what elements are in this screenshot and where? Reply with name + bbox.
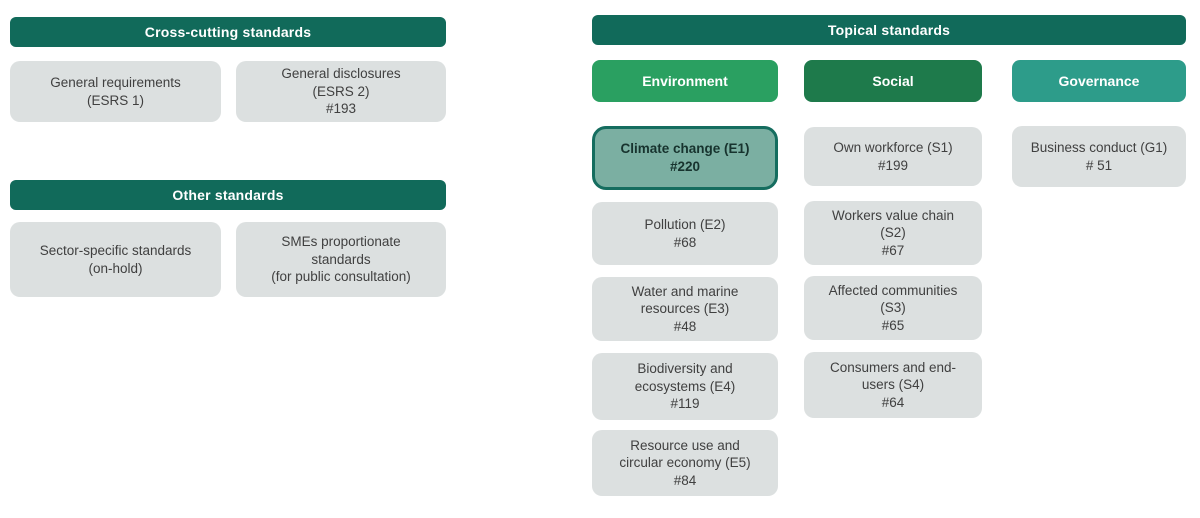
card-label: SMEs proportionate standards (for public… bbox=[271, 234, 411, 285]
card-label: Pollution (E2) bbox=[644, 216, 726, 232]
card-smes-proportionate: SMEs proportionate standards (for public… bbox=[236, 222, 446, 297]
card-label: Sector-specific standards (on-hold) bbox=[39, 242, 192, 276]
card-label: Affected communities (S3) bbox=[828, 282, 958, 316]
card-label: General requirements (ESRS 1) bbox=[50, 74, 181, 108]
card-label: Climate change (E1) bbox=[620, 141, 750, 157]
card-label: Biodiversity and ecosystems (E4) bbox=[634, 361, 736, 394]
card-count: # 51 bbox=[1085, 157, 1113, 173]
card-general-requirements: General requirements (ESRS 1) bbox=[10, 61, 221, 122]
column-header-governance: Governance bbox=[1012, 60, 1186, 102]
card-count: #65 bbox=[881, 317, 905, 333]
card-own-workforce: Own workforce (S1) #199 bbox=[804, 127, 982, 186]
card-count: #84 bbox=[673, 472, 697, 488]
card-label: Workers value chain (S2) bbox=[831, 207, 955, 241]
card-affected-communities: Affected communities (S3) #65 bbox=[804, 276, 982, 340]
card-count: #199 bbox=[877, 157, 909, 173]
section-header-other: Other standards bbox=[10, 180, 446, 210]
section-header-cross-cutting: Cross-cutting standards bbox=[10, 17, 446, 47]
card-count: #64 bbox=[881, 394, 905, 410]
card-resource-use-circular-economy: Resource use and circular economy (E5) #… bbox=[592, 430, 778, 496]
section-header-topical: Topical standards bbox=[592, 15, 1186, 45]
card-workers-value-chain: Workers value chain (S2) #67 bbox=[804, 201, 982, 265]
card-climate-change: Climate change (E1) #220 bbox=[592, 126, 778, 190]
card-count: #48 bbox=[673, 318, 697, 334]
card-count: #193 bbox=[325, 101, 357, 117]
card-label: Business conduct (G1) bbox=[1030, 139, 1168, 155]
card-count: #220 bbox=[669, 159, 701, 174]
card-label: Consumers and end- users (S4) bbox=[829, 359, 957, 393]
card-label: Own workforce (S1) bbox=[833, 139, 953, 155]
card-count: #119 bbox=[670, 396, 700, 412]
card-count: #67 bbox=[881, 242, 905, 258]
card-biodiversity-ecosystems: Biodiversity and ecosystems (E4) #119 bbox=[592, 353, 778, 420]
column-header-social: Social bbox=[804, 60, 982, 102]
card-pollution: Pollution (E2) #68 bbox=[592, 202, 778, 265]
card-sector-specific: Sector-specific standards (on-hold) bbox=[10, 222, 221, 297]
card-label: General disclosures (ESRS 2) bbox=[281, 66, 401, 99]
card-business-conduct: Business conduct (G1) # 51 bbox=[1012, 126, 1186, 187]
card-water-marine-resources: Water and marine resources (E3) #48 bbox=[592, 277, 778, 341]
card-general-disclosures: General disclosures (ESRS 2) #193 bbox=[236, 61, 446, 122]
card-label: Water and marine resources (E3) bbox=[631, 283, 739, 317]
card-label: Resource use and circular economy (E5) bbox=[619, 437, 751, 471]
card-count: #68 bbox=[673, 234, 697, 250]
column-header-environment: Environment bbox=[592, 60, 778, 102]
card-consumers-end-users: Consumers and end- users (S4) #64 bbox=[804, 352, 982, 418]
